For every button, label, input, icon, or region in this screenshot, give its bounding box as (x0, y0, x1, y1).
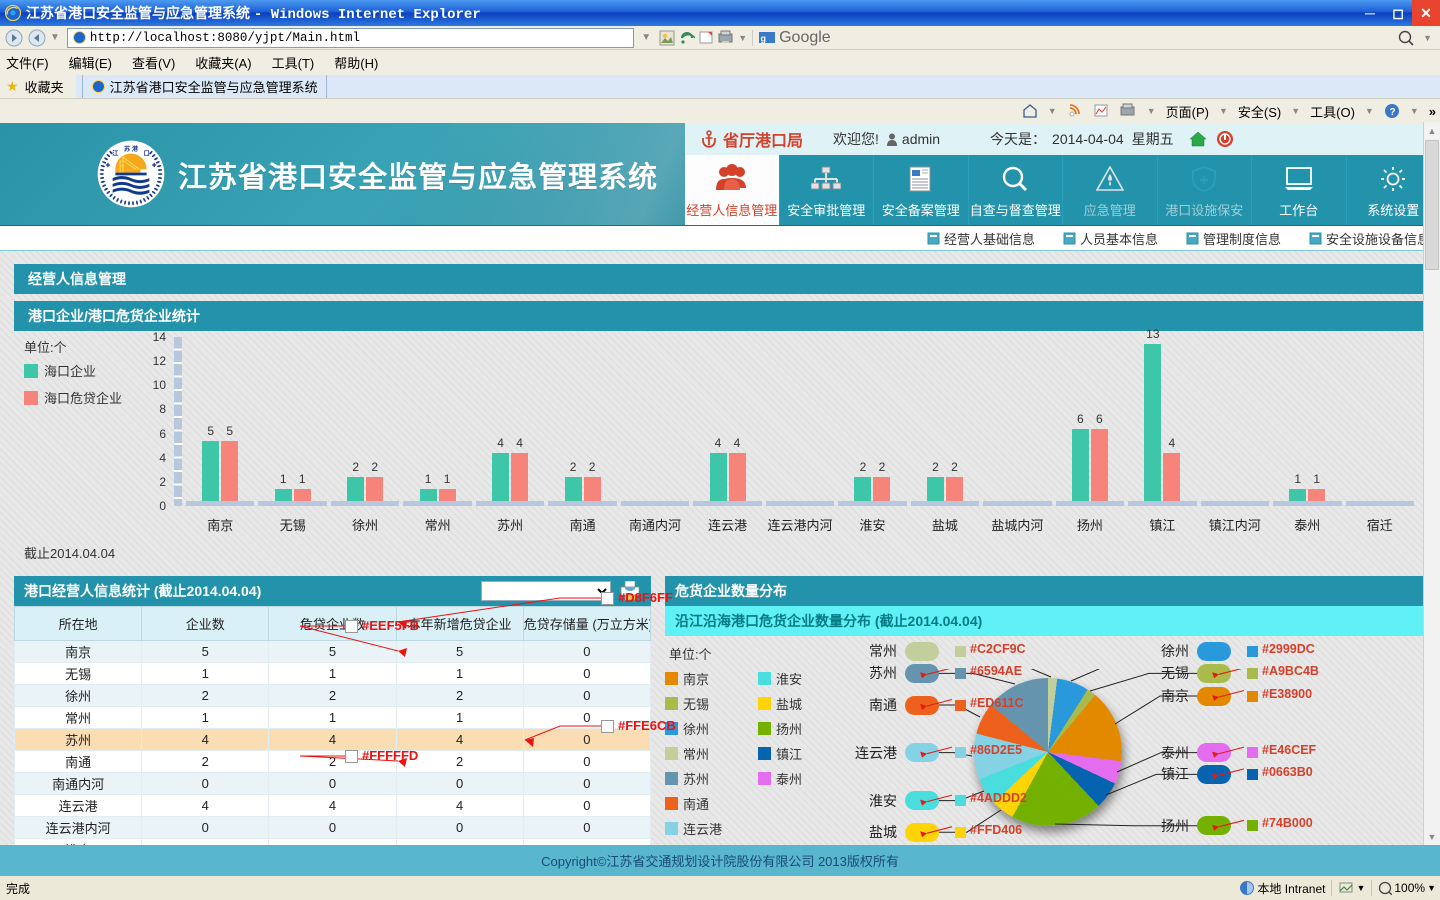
svg-text:苏 港: 苏 港 (124, 145, 139, 153)
svg-text:✚: ✚ (152, 163, 157, 169)
svg-text:?: ? (1389, 107, 1395, 118)
svg-text:g: g (761, 33, 767, 43)
svg-text:✚: ✚ (106, 163, 111, 169)
svg-text:口: 口 (144, 151, 150, 158)
svg-text:江: 江 (112, 150, 118, 158)
